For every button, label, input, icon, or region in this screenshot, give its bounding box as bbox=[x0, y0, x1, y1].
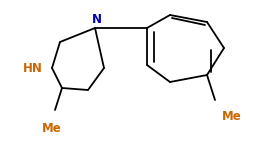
Text: Me: Me bbox=[222, 110, 242, 123]
Text: Me: Me bbox=[42, 122, 62, 135]
Text: N: N bbox=[92, 13, 102, 26]
Text: HN: HN bbox=[23, 62, 43, 75]
